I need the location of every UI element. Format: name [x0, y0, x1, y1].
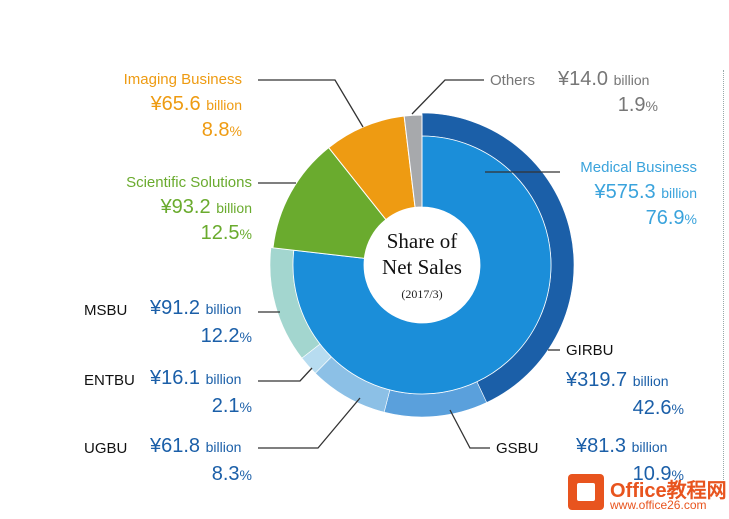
label-imaging-business-percent: 8.8% — [120, 120, 242, 140]
segment-percent: 2.1 — [211, 395, 240, 417]
segment-amount: ¥61.8 — [150, 435, 201, 457]
percent-sign: % — [671, 467, 684, 483]
leader-line-ugbu — [258, 397, 361, 449]
label-girbu-amount: ¥319.7 billion — [566, 370, 669, 390]
segment-unit: billion — [205, 371, 242, 387]
watermark-title: Office教程网 — [610, 480, 727, 502]
label-imaging-business-amount: ¥65.6 billion — [110, 94, 242, 114]
label-msbu-name: MSBU — [84, 303, 127, 318]
segment-name: Imaging Business — [123, 71, 242, 88]
segment-name: Others — [490, 72, 536, 89]
segment-percent: 42.6 — [632, 397, 672, 419]
label-ugbu-name: UGBU — [84, 441, 127, 456]
percent-sign: % — [684, 211, 697, 227]
segment-percent: 12.5 — [200, 222, 240, 244]
segment-percent: 1.9 — [617, 94, 646, 116]
segment-unit: billion — [205, 439, 242, 455]
segment-amount: ¥65.6 — [150, 93, 201, 115]
leader-line-gsbu — [449, 409, 490, 449]
office-logo-icon — [568, 474, 604, 510]
segment-amount: ¥93.2 — [160, 196, 211, 218]
label-others-name: Others — [490, 73, 535, 88]
center-title: Share of Net Sales — [360, 228, 484, 280]
percent-sign: % — [239, 399, 252, 415]
segment-amount: ¥16.1 — [150, 367, 201, 389]
percent-sign: % — [645, 98, 658, 114]
label-medical-business-amount: ¥575.3 billion — [555, 182, 697, 202]
label-gsbu-percent: 10.9% — [576, 464, 684, 484]
segment-amount: ¥575.3 — [594, 181, 656, 203]
segment-percent: 10.9 — [632, 463, 672, 485]
label-entbu-name: ENTBU — [84, 373, 135, 388]
segment-percent: 12.2 — [200, 325, 240, 347]
segment-name: MSBU — [84, 302, 128, 319]
segment-unit: billion — [661, 185, 697, 201]
label-ugbu-amount: ¥61.8 billion — [150, 436, 241, 456]
segment-name: GSBU — [496, 440, 539, 457]
segment-unit: billion — [205, 301, 242, 317]
segment-name: GIRBU — [566, 342, 614, 359]
center-subtitle: (2017/3) — [401, 287, 443, 301]
label-msbu-amount: ¥91.2 billion — [150, 298, 241, 318]
segment-percent: 8.8 — [201, 119, 230, 141]
label-gsbu-name: GSBU — [496, 441, 539, 456]
label-others-amount: ¥14.0 billion — [558, 69, 658, 89]
center-title-line2: Net Sales — [382, 255, 462, 279]
segment-amount: ¥81.3 — [576, 435, 627, 457]
watermark: Office教程网 www.office26.com — [554, 470, 729, 519]
label-imaging-business-name: Imaging Business — [120, 72, 242, 87]
label-girbu-percent: 42.6% — [566, 398, 684, 418]
segment-name: UGBU — [84, 440, 128, 457]
segment-amount: ¥91.2 — [150, 297, 201, 319]
label-gsbu-amount: ¥81.3 billion — [576, 436, 667, 456]
percent-sign: % — [239, 329, 252, 345]
label-scientific-solutions-amount: ¥93.2 billion — [110, 197, 252, 217]
segment-unit: billion — [632, 373, 669, 389]
leader-line-others — [411, 79, 484, 115]
label-girbu-name: GIRBU — [566, 343, 614, 358]
percent-sign: % — [671, 401, 684, 417]
segment-percent: 8.3 — [211, 463, 240, 485]
segment-percent: 76.9 — [645, 207, 685, 229]
label-msbu-percent: 12.2% — [150, 326, 252, 346]
label-others-percent: 1.9% — [558, 95, 658, 115]
dotted-divider — [723, 70, 724, 490]
label-entbu-percent: 2.1% — [150, 396, 252, 416]
segment-unit: billion — [631, 439, 668, 455]
segment-name: ENTBU — [84, 372, 135, 389]
watermark-url: www.office26.com — [610, 498, 707, 512]
donut-hole — [364, 207, 480, 323]
segment-amount: ¥319.7 — [566, 369, 628, 391]
label-medical-business-percent: 76.9% — [565, 208, 697, 228]
segment-name: Medical Business — [580, 159, 697, 176]
label-entbu-amount: ¥16.1 billion — [150, 368, 241, 388]
leader-line-imaging-business — [258, 79, 364, 128]
segment-unit: billion — [613, 72, 650, 88]
segment-unit: billion — [206, 97, 242, 113]
segment-name: Scientific Solutions — [126, 174, 252, 191]
segment-unit: billion — [216, 200, 252, 216]
label-medical-business-name: Medical Business — [565, 160, 697, 175]
label-ugbu-percent: 8.3% — [150, 464, 252, 484]
leader-line-entbu — [258, 367, 313, 382]
percent-sign: % — [239, 467, 252, 483]
label-scientific-solutions-name: Scientific Solutions — [120, 175, 252, 190]
segment-amount: ¥14.0 — [558, 68, 609, 90]
percent-sign: % — [239, 226, 252, 242]
center-title-line1: Share of — [386, 229, 458, 253]
percent-sign: % — [229, 123, 242, 139]
label-scientific-solutions-percent: 12.5% — [120, 223, 252, 243]
